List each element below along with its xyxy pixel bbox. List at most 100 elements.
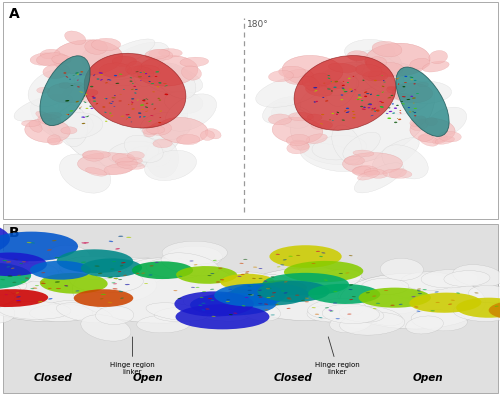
Ellipse shape	[284, 70, 314, 85]
Ellipse shape	[96, 103, 98, 104]
Ellipse shape	[64, 31, 86, 45]
Ellipse shape	[242, 305, 246, 307]
Ellipse shape	[394, 122, 398, 123]
Ellipse shape	[178, 298, 182, 299]
Ellipse shape	[344, 110, 346, 112]
Ellipse shape	[77, 80, 79, 81]
Ellipse shape	[134, 86, 136, 87]
Ellipse shape	[138, 113, 141, 114]
Ellipse shape	[354, 163, 404, 193]
Ellipse shape	[240, 274, 244, 275]
Ellipse shape	[108, 241, 113, 242]
Ellipse shape	[290, 140, 309, 150]
Ellipse shape	[366, 93, 370, 94]
Ellipse shape	[328, 63, 356, 73]
Ellipse shape	[138, 76, 142, 77]
Ellipse shape	[137, 55, 198, 86]
Ellipse shape	[82, 99, 84, 100]
Ellipse shape	[283, 259, 286, 260]
Ellipse shape	[252, 278, 256, 279]
Ellipse shape	[132, 83, 134, 84]
Ellipse shape	[331, 90, 333, 92]
Ellipse shape	[318, 306, 374, 324]
Ellipse shape	[316, 251, 320, 252]
Ellipse shape	[46, 112, 94, 139]
Ellipse shape	[358, 288, 431, 308]
Ellipse shape	[347, 82, 349, 83]
Ellipse shape	[76, 101, 79, 102]
Ellipse shape	[372, 41, 402, 57]
Ellipse shape	[451, 300, 455, 301]
Ellipse shape	[392, 103, 394, 105]
Ellipse shape	[258, 268, 262, 269]
Ellipse shape	[128, 117, 131, 118]
Ellipse shape	[456, 298, 500, 318]
Ellipse shape	[142, 100, 146, 102]
Ellipse shape	[154, 108, 156, 109]
Ellipse shape	[332, 113, 334, 114]
Ellipse shape	[38, 301, 42, 303]
Ellipse shape	[288, 112, 314, 121]
Ellipse shape	[202, 291, 206, 292]
Ellipse shape	[435, 137, 454, 144]
Ellipse shape	[144, 99, 146, 100]
Ellipse shape	[399, 304, 402, 305]
Ellipse shape	[330, 313, 372, 333]
Ellipse shape	[454, 302, 500, 322]
Ellipse shape	[114, 106, 116, 107]
Ellipse shape	[140, 104, 144, 106]
Ellipse shape	[66, 114, 68, 115]
Ellipse shape	[134, 60, 160, 87]
Ellipse shape	[336, 112, 339, 113]
Ellipse shape	[176, 304, 270, 329]
Ellipse shape	[388, 117, 391, 119]
Ellipse shape	[160, 111, 162, 112]
Ellipse shape	[93, 101, 96, 102]
Ellipse shape	[154, 76, 158, 77]
Ellipse shape	[304, 301, 309, 302]
Text: A: A	[9, 7, 20, 21]
Ellipse shape	[112, 261, 116, 262]
Ellipse shape	[422, 289, 427, 290]
Ellipse shape	[22, 120, 40, 126]
Ellipse shape	[370, 115, 374, 116]
Ellipse shape	[258, 281, 330, 302]
Ellipse shape	[43, 64, 70, 79]
Ellipse shape	[228, 289, 232, 290]
Ellipse shape	[40, 56, 90, 126]
Ellipse shape	[126, 237, 132, 238]
Ellipse shape	[268, 288, 272, 289]
Ellipse shape	[313, 87, 318, 88]
Ellipse shape	[352, 296, 356, 297]
Ellipse shape	[248, 294, 252, 295]
Ellipse shape	[468, 285, 500, 303]
Ellipse shape	[184, 292, 222, 308]
Ellipse shape	[40, 49, 60, 59]
Ellipse shape	[310, 73, 331, 87]
Ellipse shape	[38, 114, 61, 125]
Ellipse shape	[365, 279, 420, 299]
Ellipse shape	[22, 261, 26, 262]
Ellipse shape	[302, 76, 320, 91]
Ellipse shape	[40, 281, 45, 282]
Ellipse shape	[144, 150, 197, 181]
Ellipse shape	[281, 290, 285, 292]
Ellipse shape	[277, 266, 280, 267]
Ellipse shape	[128, 146, 170, 167]
Ellipse shape	[429, 51, 448, 64]
Ellipse shape	[84, 242, 89, 243]
Ellipse shape	[333, 291, 338, 292]
Ellipse shape	[163, 83, 167, 84]
Ellipse shape	[64, 285, 68, 286]
Ellipse shape	[190, 304, 250, 321]
Ellipse shape	[230, 283, 309, 305]
Ellipse shape	[268, 114, 291, 125]
Ellipse shape	[139, 116, 141, 118]
Ellipse shape	[382, 92, 384, 93]
Ellipse shape	[361, 48, 402, 77]
Ellipse shape	[164, 85, 168, 87]
Ellipse shape	[366, 292, 370, 293]
Ellipse shape	[108, 277, 112, 278]
Ellipse shape	[398, 118, 402, 120]
Ellipse shape	[354, 89, 356, 90]
